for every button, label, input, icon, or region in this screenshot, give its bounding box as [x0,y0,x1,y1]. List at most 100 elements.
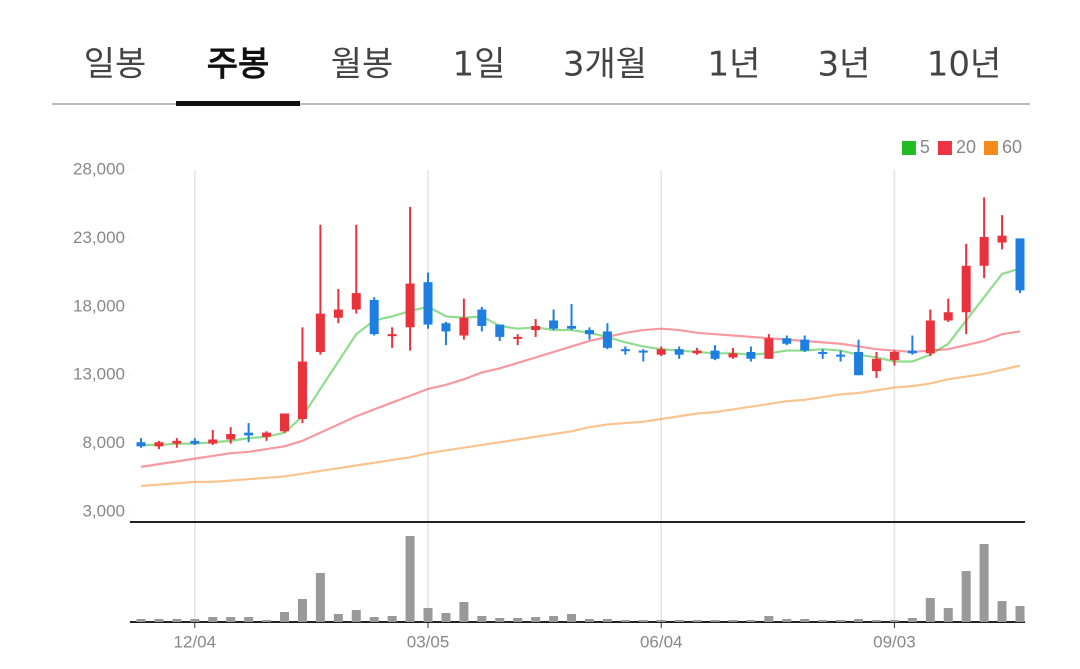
volume-bar [961,571,971,622]
x-tick-label: 03/05 [407,632,450,651]
candle-body [333,309,343,318]
candle-body [441,323,451,332]
volume-bar [405,536,415,622]
candle-body [764,338,774,359]
volume-bar [620,620,630,622]
y-tick-label: 3,000 [82,501,125,520]
volume-bar [907,618,917,622]
volume-bar [818,620,828,622]
candle-body [584,330,594,335]
volume-bar [1015,606,1025,622]
moving-average-line [140,364,1021,488]
volume-bar [387,616,397,622]
candle-body [818,351,828,354]
volume-bar [262,620,272,622]
volume-bar [943,608,953,622]
legend-swatch [937,141,952,155]
tab[interactable]: 1년 [708,45,761,85]
volume-bar [854,619,864,622]
volume-bar [244,617,254,622]
candle-body [889,351,899,361]
volume-bar [800,619,810,622]
tab[interactable]: 3개월 [563,45,647,85]
candle-body [782,338,792,344]
tab[interactable]: 3년 [818,45,871,85]
volume-bar [746,620,756,622]
volume-bar [333,614,343,622]
legend-swatch [983,141,998,155]
y-tick-label: 8,000 [82,433,125,452]
candle-body [351,293,361,310]
y-tick-label: 18,000 [73,296,125,315]
volume-bar [136,619,146,622]
volume-bar [190,619,200,622]
candle-body [656,349,666,355]
legend-label: 20 [956,137,976,157]
volume-bar [369,617,379,622]
candle-body [692,350,702,354]
volume-bar [602,619,612,622]
candle-body [208,439,218,444]
volume-bar [674,620,684,622]
tab-selected-underline [176,101,300,106]
candle-body [262,432,272,437]
volume-bar [280,612,290,622]
candle-body [244,432,254,436]
volume-bar [477,616,487,622]
candle-body [620,349,630,352]
candle-body [190,440,200,444]
volume-bar [226,617,236,622]
tab[interactable]: 10년 [927,45,1002,85]
candle-body [549,320,559,329]
candle-body [567,325,577,329]
y-tick-label: 13,000 [73,365,125,384]
candle-body [854,351,864,376]
tab[interactable]: 일봉 [84,45,147,85]
volume-bar [549,616,559,622]
y-tick-label: 23,000 [73,228,125,247]
candle-body [907,350,917,354]
tab[interactable]: 주봉 [207,45,270,85]
volume-bar [584,619,594,622]
tab[interactable]: 월봉 [331,45,394,85]
x-tick-label: 06/04 [640,632,683,651]
candle-body [746,351,756,359]
tab[interactable]: 1일 [453,45,506,85]
candle-body [531,325,541,331]
volume-bar [513,618,523,622]
volume-bar [315,573,325,622]
candle-body [280,413,290,432]
moving-average-line [140,327,1021,468]
candle-body [1015,238,1025,291]
legend-label: 5 [920,137,930,157]
candle-body [387,334,397,337]
volume-bar [154,619,164,622]
volume-bar [495,618,505,622]
candle-body [315,313,325,352]
volume-bar [782,619,792,622]
volume-bar [567,614,577,622]
volume-bar [692,620,702,622]
candle-body [154,442,164,447]
candle-body [459,317,469,336]
candle-body [423,282,433,325]
volume-bar [531,617,541,622]
volume-bar [710,620,720,622]
volume-bar [764,616,774,622]
legend-label: 60 [1002,137,1022,157]
volume-bar [441,613,451,622]
candle-body [728,353,738,358]
candle-body [513,336,523,339]
candle-body [836,354,846,357]
volume-bar [925,598,935,622]
volume-bar [423,608,433,622]
moving-average-line [141,267,1021,447]
volume-bar [836,620,846,622]
candle-body [961,265,971,313]
volume-bar [297,599,307,622]
candle-body [226,434,236,440]
candle-body [602,331,612,348]
volume-bar [459,602,469,622]
candle-body [369,299,379,335]
